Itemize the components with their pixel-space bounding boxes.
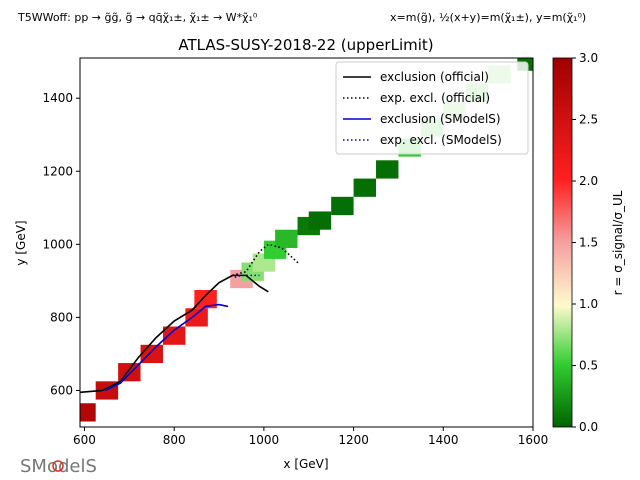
series-line-2 bbox=[104, 303, 229, 392]
colorbar-ticks: 0.0 0.5 1.0 1.5 2.0 2.5 3.0 bbox=[572, 51, 598, 434]
x-tick-label: 1200 bbox=[338, 433, 369, 447]
process-label: T5WWoff: pp → g̃g̃, g̃ → qq̄χ̃₁±, χ̃₁± →… bbox=[17, 11, 258, 24]
heatmap-cell bbox=[194, 289, 217, 309]
x-axis-label: x [GeV] bbox=[283, 457, 328, 471]
smodels-logo: SModelS bbox=[20, 456, 97, 477]
y-axis-ticks: 600 800 1000 1200 1400 bbox=[42, 91, 80, 397]
axes-definition: x=m(g̃), ½(x+y)=m(χ̃₁±), y=m(χ̃₁⁰) bbox=[390, 11, 586, 24]
logo-text: SModelS bbox=[20, 456, 97, 477]
colorbar-tick-label: 0.0 bbox=[579, 420, 598, 434]
legend-label-0: exclusion (official) bbox=[380, 70, 489, 84]
legend-label-3: exp. excl. (SModelS) bbox=[380, 133, 502, 147]
colorbar bbox=[552, 57, 573, 428]
legend-label-2: exclusion (SModelS) bbox=[380, 112, 501, 126]
contour-lines bbox=[80, 243, 301, 394]
y-axis-label: y [GeV] bbox=[14, 220, 28, 265]
x-tick-label: 1000 bbox=[249, 433, 280, 447]
colorbar-tick-label: 2.5 bbox=[579, 113, 598, 127]
heatmap-cell bbox=[80, 403, 96, 422]
x-tick-label: 1600 bbox=[518, 433, 549, 447]
colorbar-tick-label: 1.5 bbox=[579, 236, 598, 250]
colorbar-tick-label: 0.5 bbox=[579, 359, 598, 373]
x-axis-ticks: 600 800 1000 1200 1400 1600 bbox=[73, 427, 548, 447]
colorbar-tick-label: 3.0 bbox=[579, 51, 598, 65]
heatmap-cell bbox=[185, 308, 208, 327]
heatmap-cell bbox=[353, 178, 377, 197]
x-tick-label: 800 bbox=[163, 433, 186, 447]
heatmap-cell bbox=[331, 196, 354, 216]
y-tick-label: 1400 bbox=[42, 91, 73, 105]
y-tick-label: 1200 bbox=[42, 164, 73, 178]
logo-magnifier-icon bbox=[52, 460, 64, 472]
heatmap-cell bbox=[162, 326, 186, 345]
colorbar-tick-label: 1.0 bbox=[579, 297, 598, 311]
y-tick-label: 800 bbox=[50, 310, 73, 324]
heatmap-cell bbox=[376, 160, 399, 179]
legend-box bbox=[335, 61, 529, 155]
legend-label-1: exp. excl. (official) bbox=[380, 91, 490, 105]
x-tick-label: 1400 bbox=[428, 433, 459, 447]
legend: exclusion (official) exp. excl. (officia… bbox=[335, 61, 529, 155]
plot-frame bbox=[79, 57, 534, 428]
x-tick-label: 600 bbox=[73, 433, 96, 447]
y-tick-label: 1000 bbox=[42, 237, 73, 251]
heatmap-cell bbox=[275, 229, 298, 248]
colorbar-label: r = σ_signal/σ_UL bbox=[611, 190, 625, 295]
series-line-3 bbox=[234, 274, 260, 278]
chart-title: ATLAS-SUSY-2018-22 (upperLimit) bbox=[178, 36, 433, 54]
y-tick-label: 600 bbox=[50, 383, 73, 397]
heatmap-cell bbox=[308, 211, 332, 230]
series-line-0 bbox=[80, 274, 269, 394]
colorbar-tick-label: 2.0 bbox=[579, 174, 598, 188]
